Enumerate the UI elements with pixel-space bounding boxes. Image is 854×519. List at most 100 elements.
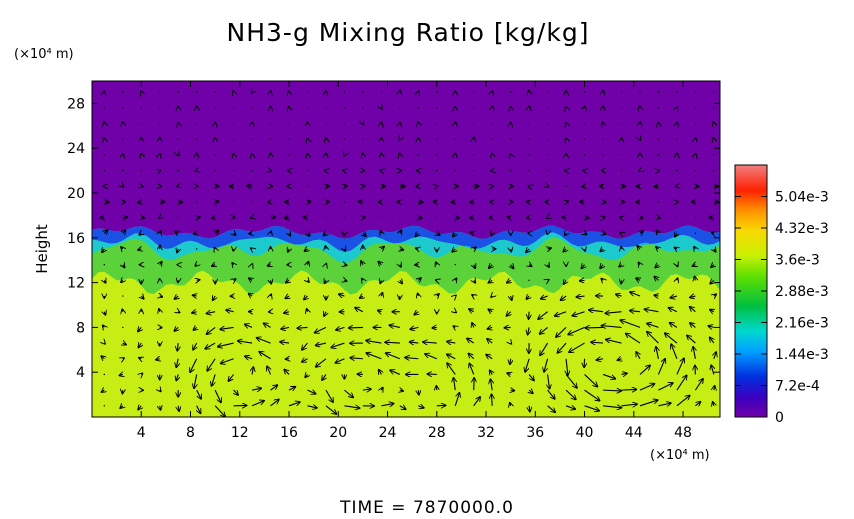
wind-vector [123,230,126,233]
wind-vector [140,107,142,109]
wind-vector [379,370,382,375]
wind-vector [489,265,492,268]
x-unit-label: (×10⁴ m) [650,448,710,463]
wind-vector [176,374,178,380]
wind-vector [620,169,623,172]
time-label: TIME = 7870000.0 [339,498,514,518]
wind-vector [565,374,577,387]
wind-vector [565,406,575,409]
wind-vector [120,406,123,408]
wind-vector [602,154,604,156]
wind-vector [676,396,690,407]
wind-vector [621,373,626,374]
wind-vector [197,280,200,281]
wind-vector [238,341,253,343]
wind-vector [325,405,336,414]
wind-vector [694,122,697,125]
wind-vector [195,248,198,250]
wind-vector [349,327,363,328]
wind-vector [363,233,366,236]
wind-vector [381,247,384,249]
wind-vector [657,107,660,109]
wind-vector [286,280,289,282]
wind-vector [474,247,476,249]
wind-vector [636,352,640,360]
wind-vector [454,378,456,391]
wind-vector [486,355,493,359]
wind-vector [177,138,179,140]
wind-vector [711,265,714,267]
wind-vector [436,138,438,140]
y-tick-label: 16 [67,231,85,247]
wind-vector [207,358,216,371]
wind-vector [712,233,714,234]
wind-vector [511,296,512,300]
wind-vector [410,342,419,343]
wind-vector [647,323,659,328]
wind-vector [399,216,401,219]
wind-vector [694,247,695,249]
wind-vector [268,265,271,266]
x-tick-label: 28 [428,425,446,441]
wind-vector [232,169,235,172]
wind-vector [546,169,549,172]
wind-vector [160,262,162,265]
wind-vector [591,342,604,343]
wind-vector [511,249,512,252]
wind-vector [657,359,665,375]
wind-vector [710,310,714,312]
wind-vector [713,402,714,406]
wind-vector [470,232,473,233]
wind-vector [548,248,551,249]
wind-vector [639,400,658,407]
wind-vector [529,405,530,412]
x-axis: 4 8 12 16 20 24 28 32 36 40 44 48 [137,81,692,441]
wind-vector [658,403,670,406]
wind-vector [417,154,420,156]
wind-vector [544,358,549,372]
wind-vector [529,390,533,393]
x-tick-label: 12 [231,425,249,441]
wind-vector [214,405,225,417]
wind-vector [637,246,640,249]
wind-vector [284,312,290,313]
colorbar-tick-label: 1.44e-3 [775,347,829,363]
wind-vector [103,405,106,407]
wind-vector [193,295,197,296]
wind-vector [488,327,493,329]
wind-vector [400,230,402,233]
wind-vector [507,373,510,374]
wind-vector [472,295,474,296]
wind-vector [381,404,393,406]
wind-vector [473,122,475,125]
wind-vector [122,295,124,297]
wind-vector [386,353,401,360]
wind-vector [177,91,179,93]
wind-vector [694,107,697,109]
wind-vector [657,201,660,203]
wind-vector [159,122,161,125]
wind-vector [436,122,438,125]
x-tick-label: 48 [674,425,692,441]
wind-vector [491,138,493,140]
wind-vector [565,389,576,399]
wind-vector [488,280,492,282]
wind-vector [343,122,346,125]
wind-vector [639,91,641,93]
wind-vector [454,393,459,406]
wind-vector [306,107,309,109]
wind-vector [636,278,640,280]
wind-vector [694,91,697,93]
wind-vector [572,311,585,316]
wind-vector [378,310,381,311]
wind-vector [214,91,216,93]
wind-vector [324,233,326,235]
wind-vector [585,327,604,328]
plot-area [92,81,720,417]
wind-vector [606,339,622,344]
wind-vector [195,265,196,266]
wind-vector [207,312,216,314]
wind-vector [487,339,493,343]
wind-vector [259,352,271,360]
